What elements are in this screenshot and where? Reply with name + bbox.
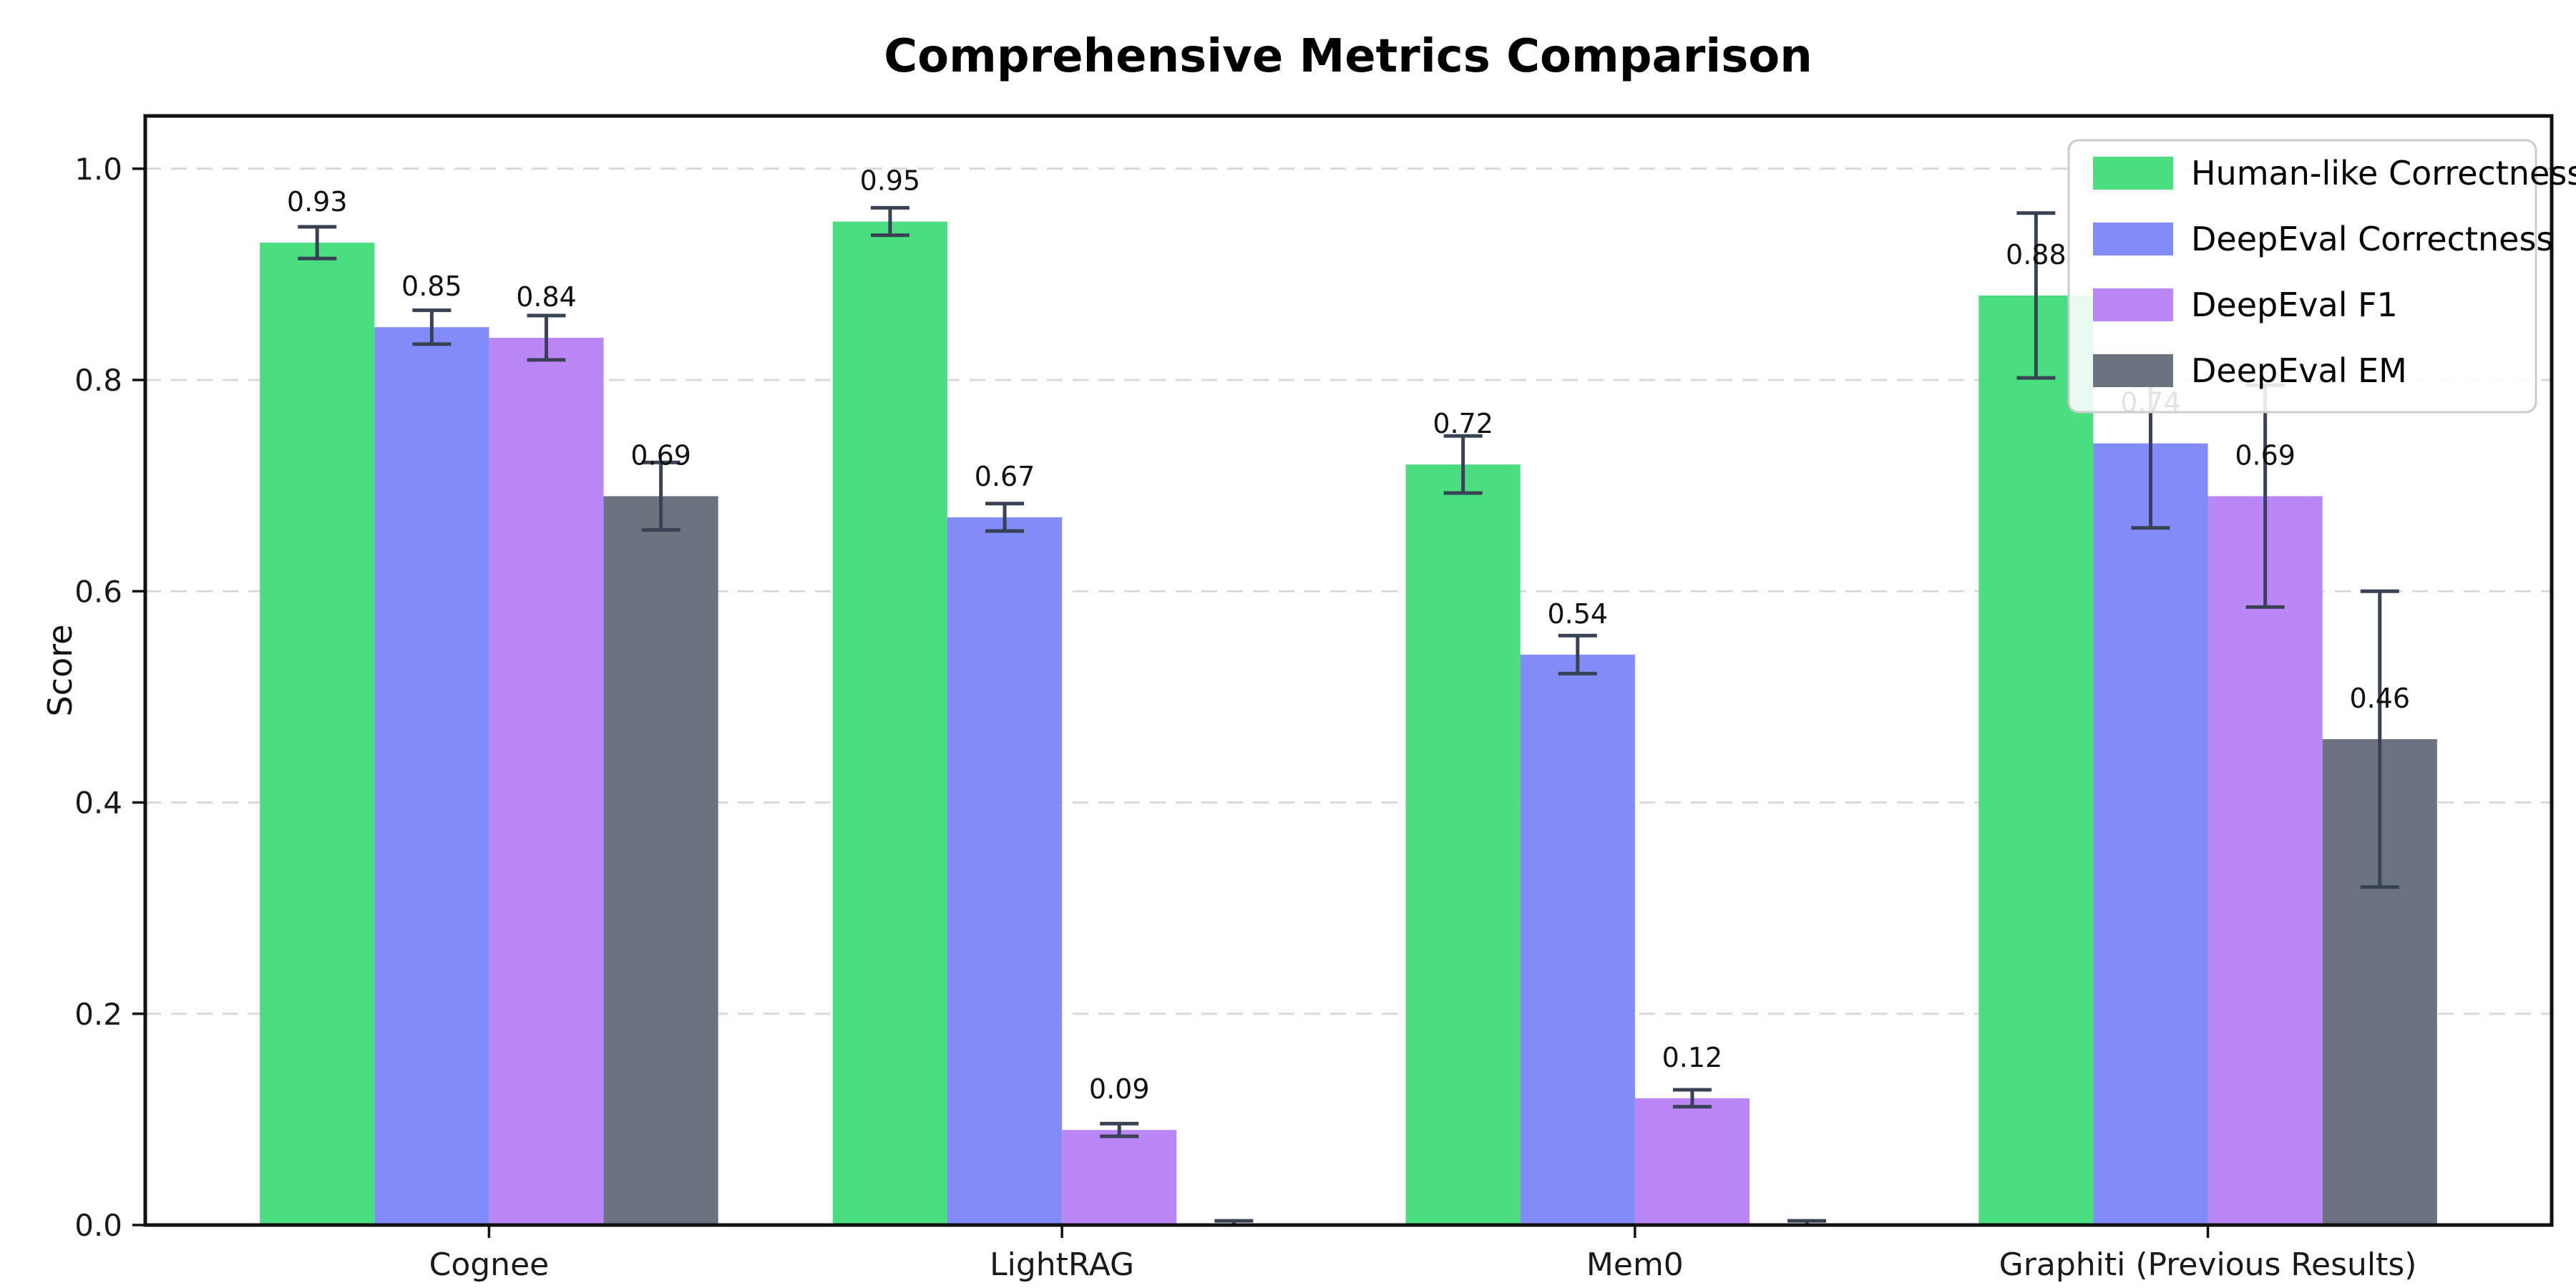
bar — [260, 243, 375, 1226]
bar-value-label: 0.88 — [2006, 239, 2067, 270]
bar — [374, 327, 489, 1226]
legend-entry-label: DeepEval Correctness — [2191, 220, 2553, 258]
bar — [1634, 1098, 1750, 1225]
bar — [2207, 496, 2323, 1225]
bar-value-label: 0.12 — [1662, 1042, 1723, 1073]
bar — [489, 338, 604, 1225]
plot-area: 0.930.950.720.880.850.670.540.740.840.09… — [74, 114, 2576, 1283]
legend-swatch — [2093, 223, 2173, 255]
bar — [832, 221, 947, 1226]
bar-value-label: 0.95 — [860, 165, 921, 197]
bar — [603, 496, 718, 1225]
bar-value-label: 0.69 — [2235, 439, 2296, 471]
bar-value-label: 0.46 — [2349, 683, 2410, 714]
chart-title: Comprehensive Metrics Comparison — [884, 30, 1813, 83]
bar — [1062, 1130, 1177, 1225]
x-category-label: Mem0 — [1586, 1246, 1684, 1283]
legend: Human-like Correctness DeepEval Correctne… — [2067, 139, 2576, 414]
y-tick-label: 0.6 — [74, 574, 122, 609]
x-category-label: Cognee — [429, 1246, 550, 1283]
bar — [1979, 295, 2094, 1225]
bar — [947, 517, 1063, 1225]
bar-value-label: 0.54 — [1547, 598, 1608, 630]
bar-value-label: 0.85 — [401, 270, 462, 302]
y-tick-label: 1.0 — [74, 152, 122, 187]
bar — [1520, 654, 1635, 1225]
bar-value-label: 0.69 — [630, 439, 691, 471]
y-tick-label: 0.8 — [74, 363, 122, 398]
legend-swatch — [2093, 354, 2173, 387]
legend-swatch — [2093, 288, 2173, 321]
legend-box — [2067, 139, 2537, 414]
plot-border — [143, 114, 2554, 1227]
legend-entry-label: Human-like Correctness — [2191, 154, 2576, 192]
bar-value-label: 0.67 — [975, 461, 1035, 492]
x-category-label: LightRAG — [990, 1246, 1134, 1283]
y-tick-label: 0.4 — [74, 786, 122, 821]
legend-entry-label: DeepEval F1 — [2191, 286, 2398, 324]
y-tick-label: 0.0 — [74, 1208, 122, 1243]
x-category-label: Graphiti (Previous Results) — [1999, 1246, 2417, 1283]
y-axis-label: Score — [41, 625, 79, 717]
bar-value-label: 0.84 — [516, 281, 577, 313]
bar-value-label: 0.93 — [287, 186, 348, 218]
legend-entry-label: DeepEval EM — [2191, 351, 2407, 390]
bar — [1405, 464, 1521, 1226]
y-tick-label: 0.2 — [74, 997, 122, 1032]
bar-value-label: 0.09 — [1089, 1073, 1150, 1105]
bar — [2093, 443, 2208, 1225]
legend-swatch — [2093, 157, 2173, 190]
bar-value-label: 0.72 — [1433, 408, 1493, 439]
